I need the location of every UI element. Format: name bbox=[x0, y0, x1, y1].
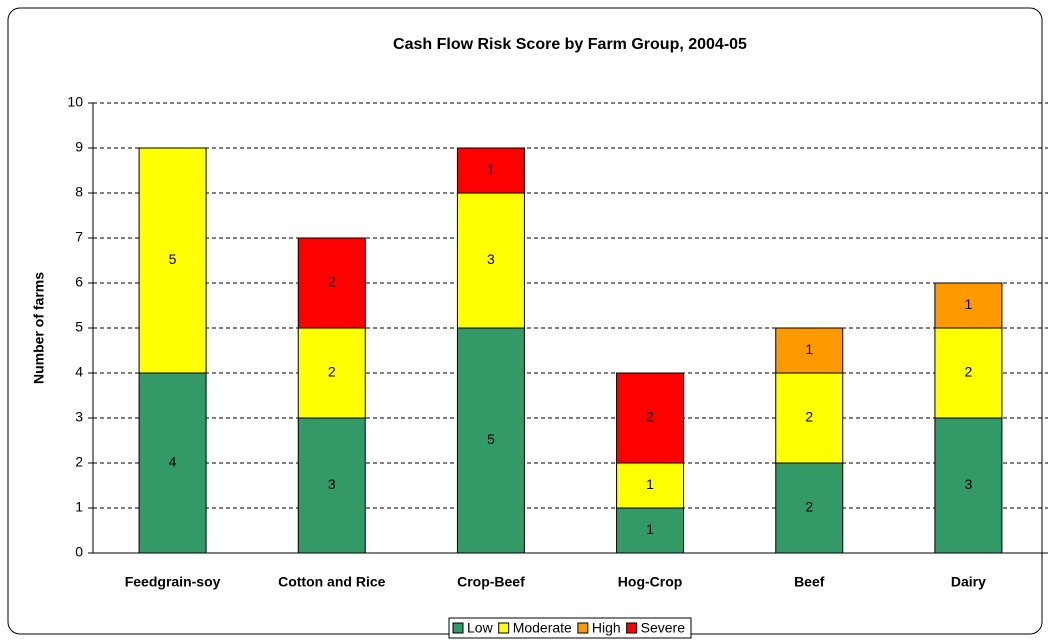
data-label: 2 bbox=[646, 409, 654, 425]
data-label: 1 bbox=[487, 161, 495, 177]
legend-swatch bbox=[626, 622, 638, 634]
y-tick-label: 2 bbox=[75, 454, 83, 470]
data-label: 1 bbox=[805, 341, 813, 357]
data-label: 1 bbox=[646, 476, 654, 492]
y-axis-label: Number of farms bbox=[31, 272, 47, 384]
legend-swatch bbox=[452, 622, 464, 634]
data-label: 3 bbox=[965, 476, 973, 492]
data-label: 2 bbox=[328, 364, 336, 380]
data-label: 5 bbox=[169, 251, 177, 267]
legend-label: High bbox=[592, 620, 621, 636]
y-tick-label: 7 bbox=[75, 229, 83, 245]
x-tick-label: Beef bbox=[794, 574, 825, 590]
y-tick-label: 6 bbox=[75, 274, 83, 290]
y-tick-label: 3 bbox=[75, 409, 83, 425]
x-tick-label: Hog-Crop bbox=[618, 574, 683, 590]
y-tick-label: 10 bbox=[67, 94, 83, 110]
data-label: 2 bbox=[965, 364, 973, 380]
legend-label: Low bbox=[467, 620, 494, 636]
bar-segment bbox=[775, 327, 844, 374]
x-tick-label: Dairy bbox=[951, 574, 986, 590]
legend-label: Severe bbox=[641, 620, 686, 636]
x-tick-label: Crop-Beef bbox=[457, 574, 525, 590]
x-tick-label: Cotton and Rice bbox=[278, 574, 386, 590]
y-tick-label: 1 bbox=[75, 499, 83, 515]
bar-segment bbox=[456, 192, 525, 329]
y-tick-label: 8 bbox=[75, 184, 83, 200]
data-label: 3 bbox=[487, 251, 495, 267]
bar-segment bbox=[456, 327, 525, 554]
bar-segment bbox=[934, 282, 1003, 329]
x-tick-label: Feedgrain-soy bbox=[125, 574, 221, 590]
bar-segment bbox=[456, 147, 525, 194]
bar-segment bbox=[297, 327, 366, 419]
y-tick-label: 5 bbox=[75, 319, 83, 335]
data-label: 5 bbox=[487, 431, 495, 447]
data-label: 2 bbox=[328, 274, 336, 290]
legend-label: Moderate bbox=[513, 620, 572, 636]
bar-segment bbox=[297, 417, 366, 554]
data-label: 1 bbox=[965, 296, 973, 312]
bar-segment bbox=[616, 372, 685, 464]
bar-segment bbox=[616, 462, 685, 509]
y-tick-label: 9 bbox=[75, 139, 83, 155]
data-label: 2 bbox=[805, 499, 813, 515]
bar-segment bbox=[297, 237, 366, 329]
legend-swatch bbox=[498, 622, 510, 634]
bar-segment bbox=[138, 147, 207, 374]
chart-title: Cash Flow Risk Score by Farm Group, 2004… bbox=[393, 36, 747, 53]
data-label: 1 bbox=[646, 521, 654, 537]
data-label: 2 bbox=[805, 409, 813, 425]
data-label: 4 bbox=[169, 454, 177, 470]
y-tick-label: 4 bbox=[75, 364, 83, 380]
legend-swatch bbox=[577, 622, 589, 634]
y-tick-label: 0 bbox=[75, 544, 83, 560]
data-label: 3 bbox=[328, 476, 336, 492]
